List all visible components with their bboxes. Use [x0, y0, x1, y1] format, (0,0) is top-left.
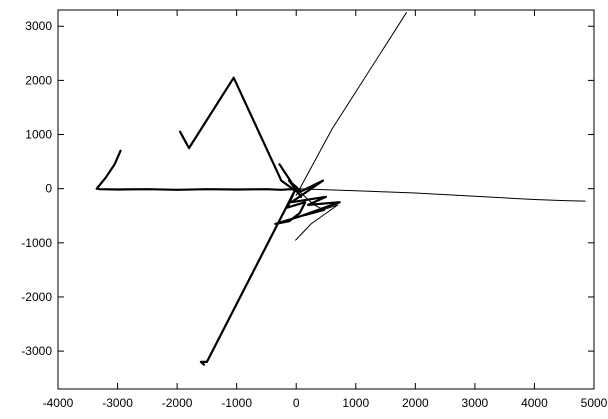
x-tick-label: -2000 — [162, 396, 193, 410]
x-tick-label: 0 — [293, 396, 300, 410]
x-tick-label: -1000 — [221, 396, 252, 410]
series-line-2 — [295, 188, 586, 202]
y-tick-label: 2000 — [25, 73, 52, 87]
series-line-4 — [199, 163, 341, 366]
x-tick-label: 1000 — [342, 396, 369, 410]
x-tick-label: -3000 — [102, 396, 133, 410]
y-tick-label: 3000 — [25, 19, 52, 33]
tick-labels: -4000 -3000 -2000 -1000 0 1000 2000 3000 4000 500… — [21, 19, 607, 410]
y-tick-label: 0 — [45, 182, 52, 196]
series-line-6 — [295, 188, 339, 241]
x-tick-label: 4000 — [521, 396, 548, 410]
y-tick-label: 1000 — [25, 128, 52, 142]
series-line-1 — [95, 149, 298, 191]
series-lines — [95, 12, 586, 366]
x-tick-label: 3000 — [462, 396, 489, 410]
y-tick-label: -3000 — [21, 344, 52, 358]
y-tick-label: -1000 — [21, 236, 52, 250]
x-tick-label: 5000 — [581, 396, 608, 410]
plot-frame — [57, 9, 595, 390]
series-line-3 — [179, 76, 298, 193]
series-line-5 — [295, 12, 407, 196]
y-tick-label: -2000 — [21, 290, 52, 304]
axis-ticks — [57, 10, 595, 389]
x-tick-label: -4000 — [43, 396, 74, 410]
x-tick-label: 2000 — [402, 396, 429, 410]
